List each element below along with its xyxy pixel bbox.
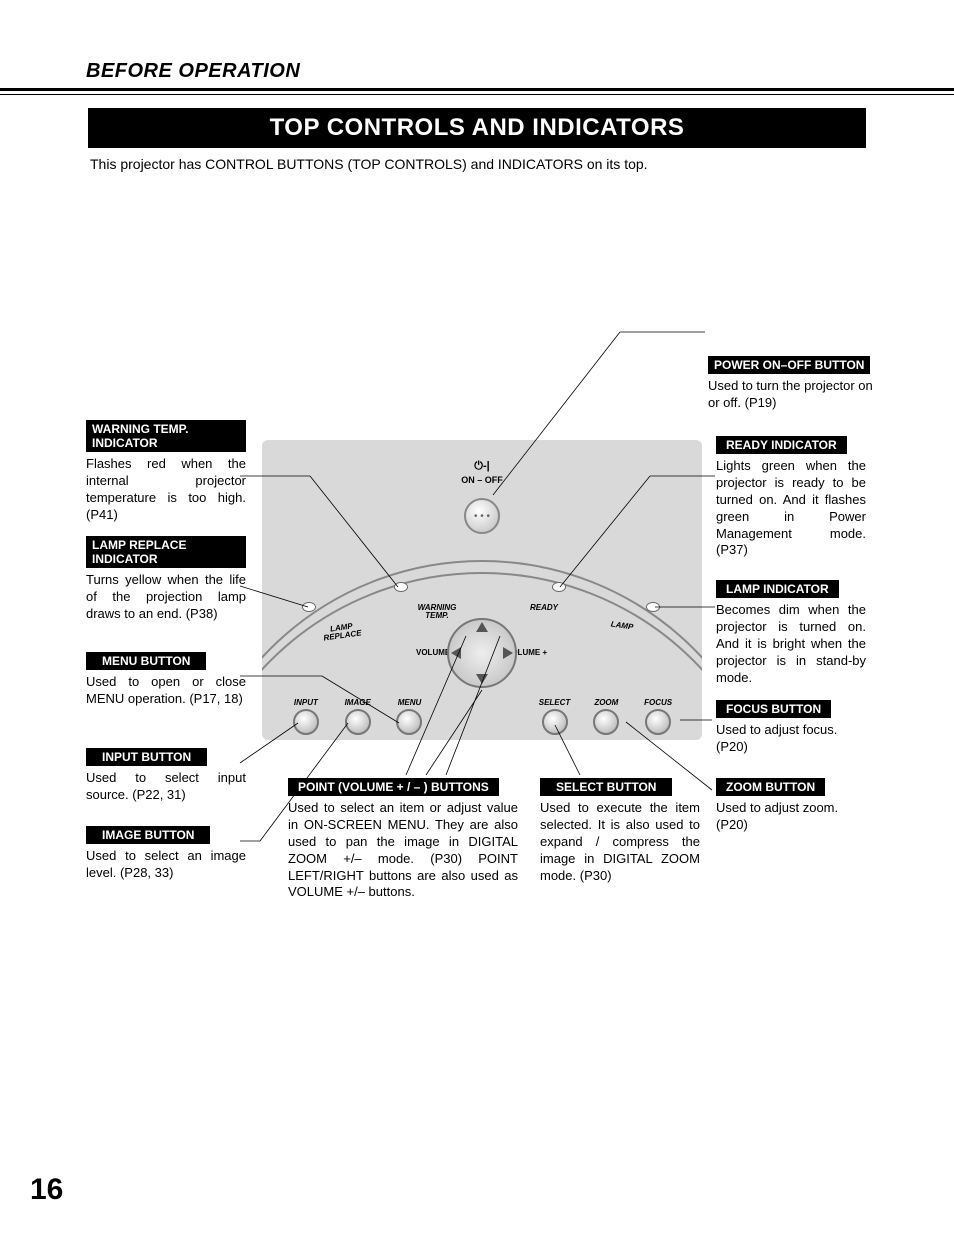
callout-input: INPUT BUTTON Used to select input source…	[86, 748, 246, 804]
input-label: INPUT	[280, 698, 332, 707]
image-button[interactable]	[345, 709, 371, 735]
callout-body: Used to turn the projector on or off. (P…	[708, 378, 878, 412]
callout-title: SELECT BUTTON	[540, 778, 672, 796]
callout-power: POWER ON–OFF BUTTON Used to turn the pro…	[708, 356, 878, 412]
image-label: IMAGE	[332, 698, 384, 707]
focus-button[interactable]	[645, 709, 671, 735]
power-icon: ⏻-|	[262, 460, 702, 473]
callout-body: Used to open or close MENU operation. (P…	[86, 674, 246, 708]
callout-point: POINT (VOLUME + / – ) BUTTONS Used to se…	[288, 778, 518, 901]
callout-title: POWER ON–OFF BUTTON	[708, 356, 870, 374]
callout-title: ZOOM BUTTON	[716, 778, 825, 796]
callout-title: READY INDICATOR	[716, 436, 847, 454]
ready-label: READY	[524, 604, 564, 612]
arrow-up-icon	[476, 622, 488, 632]
callout-body: Becomes dim when the projector is turned…	[716, 602, 866, 686]
callout-lamp: LAMP INDICATOR Becomes dim when the proj…	[716, 580, 866, 686]
callout-title: LAMP REPLACE INDICATOR	[86, 536, 246, 568]
callout-lamp-replace: LAMP REPLACE INDICATOR Turns yellow when…	[86, 536, 246, 623]
power-on-off-text: ON – OFF	[461, 475, 503, 485]
arrow-down-icon	[476, 674, 488, 684]
ready-led	[552, 582, 566, 592]
callout-body: Used to select input source. (P22, 31)	[86, 770, 246, 804]
point-dpad[interactable]	[447, 618, 517, 688]
zoom-button[interactable]	[593, 709, 619, 735]
warning-temp-led	[394, 582, 408, 592]
callout-body: Used to select an image level. (P28, 33)	[86, 848, 246, 882]
arrow-left-icon	[451, 647, 461, 659]
zoom-label: ZOOM	[580, 698, 632, 707]
callout-image: IMAGE BUTTON Used to select an image lev…	[86, 826, 246, 882]
lamp-led	[646, 602, 660, 612]
callout-focus: FOCUS BUTTON Used to adjust focus. (P20)	[716, 700, 866, 756]
input-button[interactable]	[293, 709, 319, 735]
rule-thin	[0, 94, 954, 95]
select-button[interactable]	[542, 709, 568, 735]
button-row: INPUT IMAGE MENU SELECT ZOOM FOCUS	[262, 698, 702, 740]
focus-label: FOCUS	[632, 698, 684, 707]
callout-body: Used to adjust focus. (P20)	[716, 722, 866, 756]
section-header: BEFORE OPERATION	[86, 60, 300, 83]
callout-body: Turns yellow when the life of the projec…	[86, 572, 246, 623]
rule-thick	[0, 88, 954, 91]
page-title: TOP CONTROLS AND INDICATORS	[88, 108, 866, 148]
callout-select: SELECT BUTTON Used to execute the item s…	[540, 778, 700, 884]
callout-title: POINT (VOLUME + / – ) BUTTONS	[288, 778, 499, 796]
callout-body: Used to adjust zoom. (P20)	[716, 800, 866, 834]
callout-body: Used to execute the item selected. It is…	[540, 800, 700, 884]
callout-warning-temp: WARNING TEMP. INDICATOR Flashes red when…	[86, 420, 246, 524]
callout-title: FOCUS BUTTON	[716, 700, 831, 718]
arrow-right-icon	[503, 647, 513, 659]
callout-menu: MENU BUTTON Used to open or close MENU o…	[86, 652, 246, 708]
callout-zoom: ZOOM BUTTON Used to adjust zoom. (P20)	[716, 778, 866, 834]
callout-title: IMAGE BUTTON	[86, 826, 210, 844]
power-button[interactable]: • • •	[464, 498, 500, 534]
select-label: SELECT	[529, 698, 581, 707]
callout-body: Lights green when the projector is ready…	[716, 458, 866, 559]
page-number: 16	[30, 1173, 63, 1207]
callout-body: Used to select an item or adjust value i…	[288, 800, 518, 901]
callout-ready: READY INDICATOR Lights green when the pr…	[716, 436, 866, 559]
callout-title: WARNING TEMP. INDICATOR	[86, 420, 246, 452]
power-label-block: ⏻-| ON – OFF	[262, 460, 702, 485]
callout-title: MENU BUTTON	[86, 652, 206, 670]
lamp-replace-led	[302, 602, 316, 612]
callout-title: INPUT BUTTON	[86, 748, 207, 766]
menu-label: MENU	[384, 698, 436, 707]
control-panel: ⏻-| ON – OFF • • • WARNING TEMP. READY L…	[262, 440, 702, 740]
menu-button[interactable]	[396, 709, 422, 735]
callout-body: Flashes red when the internal projector …	[86, 456, 246, 524]
callout-title: LAMP INDICATOR	[716, 580, 839, 598]
intro-text: This projector has CONTROL BUTTONS (TOP …	[90, 156, 648, 172]
